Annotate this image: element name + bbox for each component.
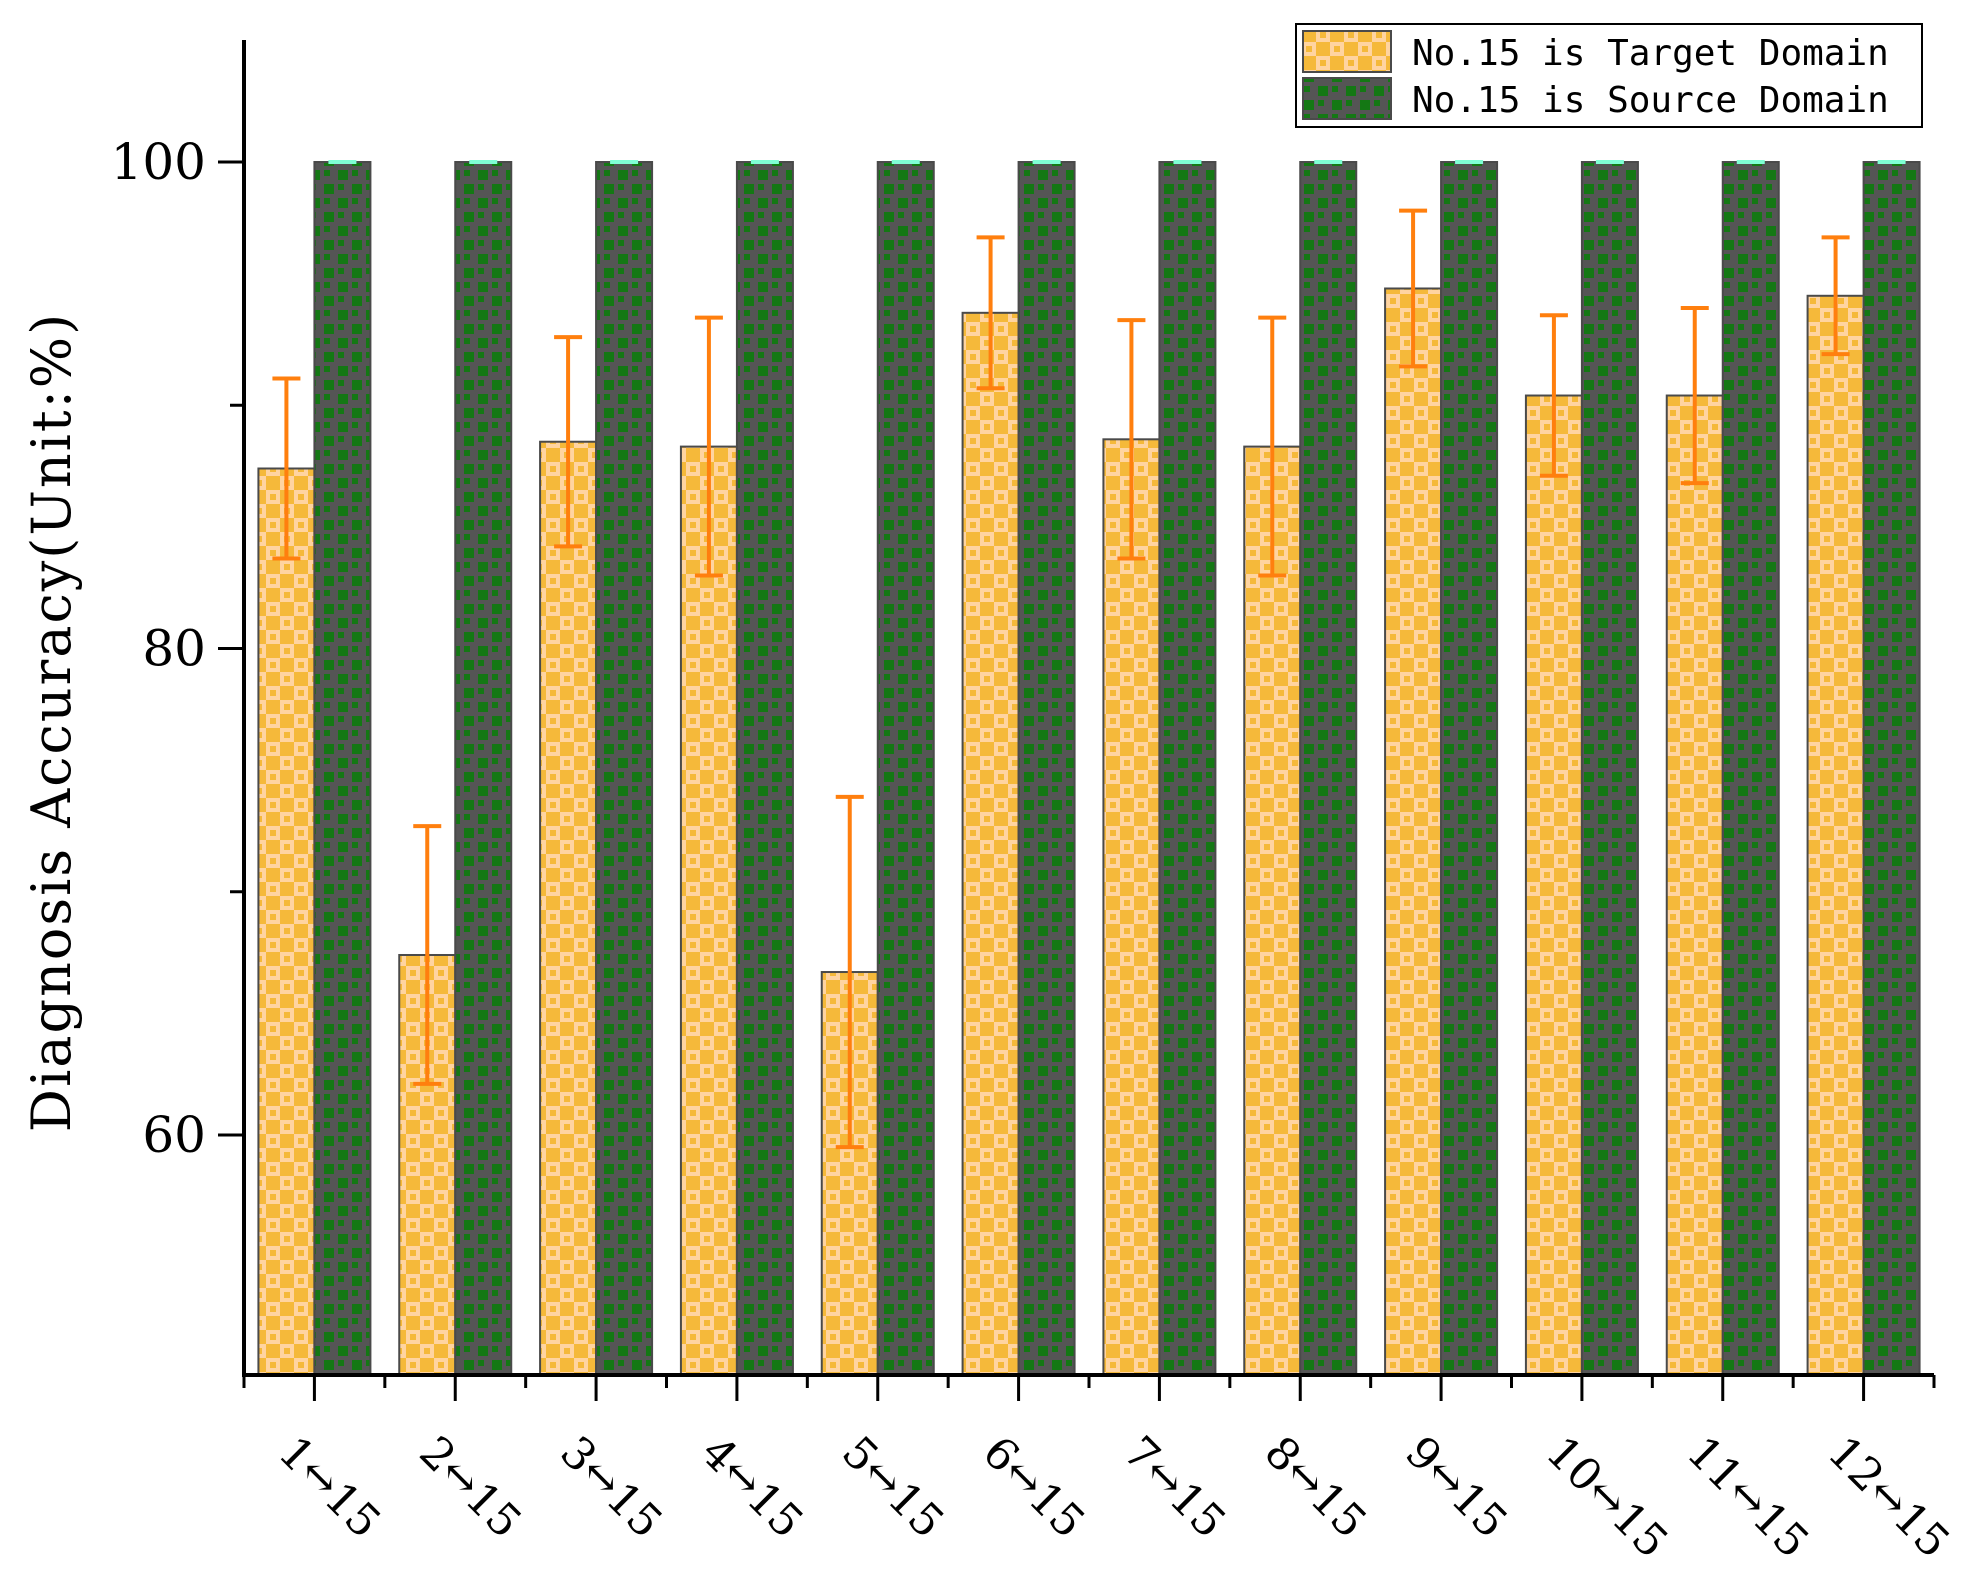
bar-target-11 bbox=[1665, 394, 1724, 1376]
error-bar-target-9 bbox=[1399, 208, 1428, 369]
y-axis-title: Diagnosis Accuracy(Unit:%) bbox=[20, 312, 83, 1132]
x-tick-label: 4↔15 bbox=[691, 1427, 813, 1549]
bar-source-4 bbox=[735, 161, 794, 1376]
bar-target-12 bbox=[1806, 294, 1865, 1377]
error-bar-target-1 bbox=[272, 376, 301, 561]
x-tick-label: 12↔15 bbox=[1818, 1427, 1959, 1568]
y-tick-label: 100 bbox=[111, 133, 206, 191]
bar-source-3 bbox=[595, 161, 654, 1376]
x-tick-label: 8↔15 bbox=[1254, 1427, 1376, 1549]
bar-source-5 bbox=[876, 161, 935, 1376]
legend: No.15 is Target Domain No.15 is Source D… bbox=[1295, 23, 1923, 128]
error-bar-target-7 bbox=[1117, 318, 1146, 561]
x-tick-label: 7↔15 bbox=[1114, 1427, 1236, 1549]
y-tick-label: 60 bbox=[142, 1106, 206, 1164]
error-bar-target-8 bbox=[1258, 315, 1287, 578]
bar-target-6 bbox=[961, 311, 1020, 1377]
bar-source-8 bbox=[1299, 161, 1358, 1376]
x-tick-label: 5↔15 bbox=[832, 1427, 954, 1549]
legend-frame bbox=[1295, 23, 1923, 128]
error-bar-target-6 bbox=[976, 235, 1005, 391]
error-bar-target-12 bbox=[1821, 235, 1850, 357]
error-bar-target-5 bbox=[835, 794, 864, 1150]
error-bar-target-3 bbox=[554, 335, 583, 549]
error-bar-target-4 bbox=[694, 315, 723, 578]
bar-target-1 bbox=[257, 467, 316, 1376]
legend-label-source: No.15 is Source Domain bbox=[1412, 80, 1889, 121]
x-tick-label: 9↔15 bbox=[1395, 1427, 1517, 1549]
legend-swatch-source bbox=[1302, 77, 1392, 120]
bar-source-11 bbox=[1721, 161, 1780, 1376]
bar-source-6 bbox=[1017, 161, 1076, 1376]
error-bar-target-2 bbox=[413, 824, 442, 1086]
bar-source-12 bbox=[1862, 161, 1921, 1376]
x-tick-label: 2↔15 bbox=[409, 1427, 531, 1549]
x-tick-label: 6↔15 bbox=[973, 1427, 1095, 1549]
y-tick-label: 80 bbox=[142, 620, 206, 678]
x-tick-label: 3↔15 bbox=[550, 1427, 672, 1549]
legend-swatch-target bbox=[1302, 30, 1392, 73]
bar-target-7 bbox=[1102, 438, 1161, 1376]
bar-target-9 bbox=[1384, 287, 1443, 1376]
x-tick-label: 10↔15 bbox=[1536, 1427, 1677, 1568]
error-bar-target-10 bbox=[1539, 313, 1568, 478]
bar-source-1 bbox=[313, 161, 372, 1376]
bar-target-4 bbox=[679, 445, 738, 1377]
bar-source-7 bbox=[1158, 161, 1217, 1376]
error-bar-target-11 bbox=[1680, 305, 1709, 486]
bar-target-8 bbox=[1243, 445, 1302, 1377]
bar-target-10 bbox=[1524, 394, 1583, 1376]
x-tick-label: 1↔15 bbox=[269, 1427, 391, 1549]
bar-source-9 bbox=[1440, 161, 1499, 1376]
bar-target-3 bbox=[539, 440, 598, 1376]
x-tick-label: 11↔15 bbox=[1677, 1427, 1818, 1568]
bar-source-2 bbox=[454, 161, 513, 1376]
legend-label-target: No.15 is Target Domain bbox=[1412, 33, 1889, 74]
bar-source-10 bbox=[1580, 161, 1639, 1376]
